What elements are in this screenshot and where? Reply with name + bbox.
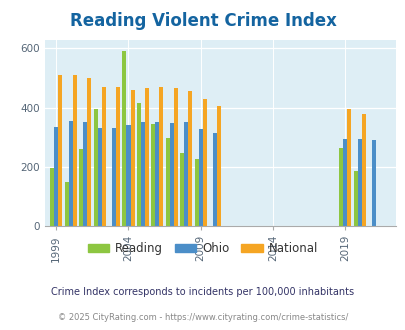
Bar (79, 149, 83, 226)
Bar (159, 87, 163, 226)
Bar (213, 133, 217, 226)
Bar (217, 106, 221, 226)
Bar (130, 90, 134, 226)
Bar (173, 88, 177, 226)
Bar (58, 75, 62, 226)
Bar (97, 128, 101, 226)
Bar (87, 78, 91, 226)
Bar (194, 159, 198, 226)
Bar (72, 75, 77, 226)
Bar (50, 168, 54, 226)
Text: © 2025 CityRating.com - https://www.cityrating.com/crime-statistics/: © 2025 CityRating.com - https://www.city… (58, 313, 347, 322)
Bar (93, 109, 97, 226)
Bar (184, 122, 188, 226)
Bar (357, 139, 361, 226)
Bar (346, 109, 350, 226)
Bar (353, 171, 357, 226)
Bar (68, 121, 72, 226)
Legend: Reading, Ohio, National: Reading, Ohio, National (83, 237, 322, 260)
Bar (126, 125, 130, 226)
Bar (342, 139, 346, 226)
Bar (165, 138, 169, 226)
Bar (112, 128, 116, 226)
Bar (145, 88, 149, 226)
Bar (64, 182, 68, 226)
Bar (151, 124, 155, 226)
Bar (371, 140, 375, 226)
Bar (101, 87, 105, 226)
Bar (83, 122, 87, 226)
Bar (116, 87, 120, 226)
Bar (361, 114, 365, 226)
Bar (338, 148, 342, 226)
Bar (188, 91, 192, 226)
Bar (169, 123, 173, 226)
Bar (54, 127, 58, 226)
Text: Crime Index corresponds to incidents per 100,000 inhabitants: Crime Index corresponds to incidents per… (51, 287, 354, 297)
Bar (180, 153, 184, 226)
Bar (141, 122, 145, 226)
Bar (198, 129, 202, 226)
Text: Reading Violent Crime Index: Reading Violent Crime Index (69, 13, 336, 30)
Bar (136, 103, 141, 226)
Bar (202, 99, 206, 226)
Bar (155, 121, 159, 226)
Bar (122, 51, 126, 226)
